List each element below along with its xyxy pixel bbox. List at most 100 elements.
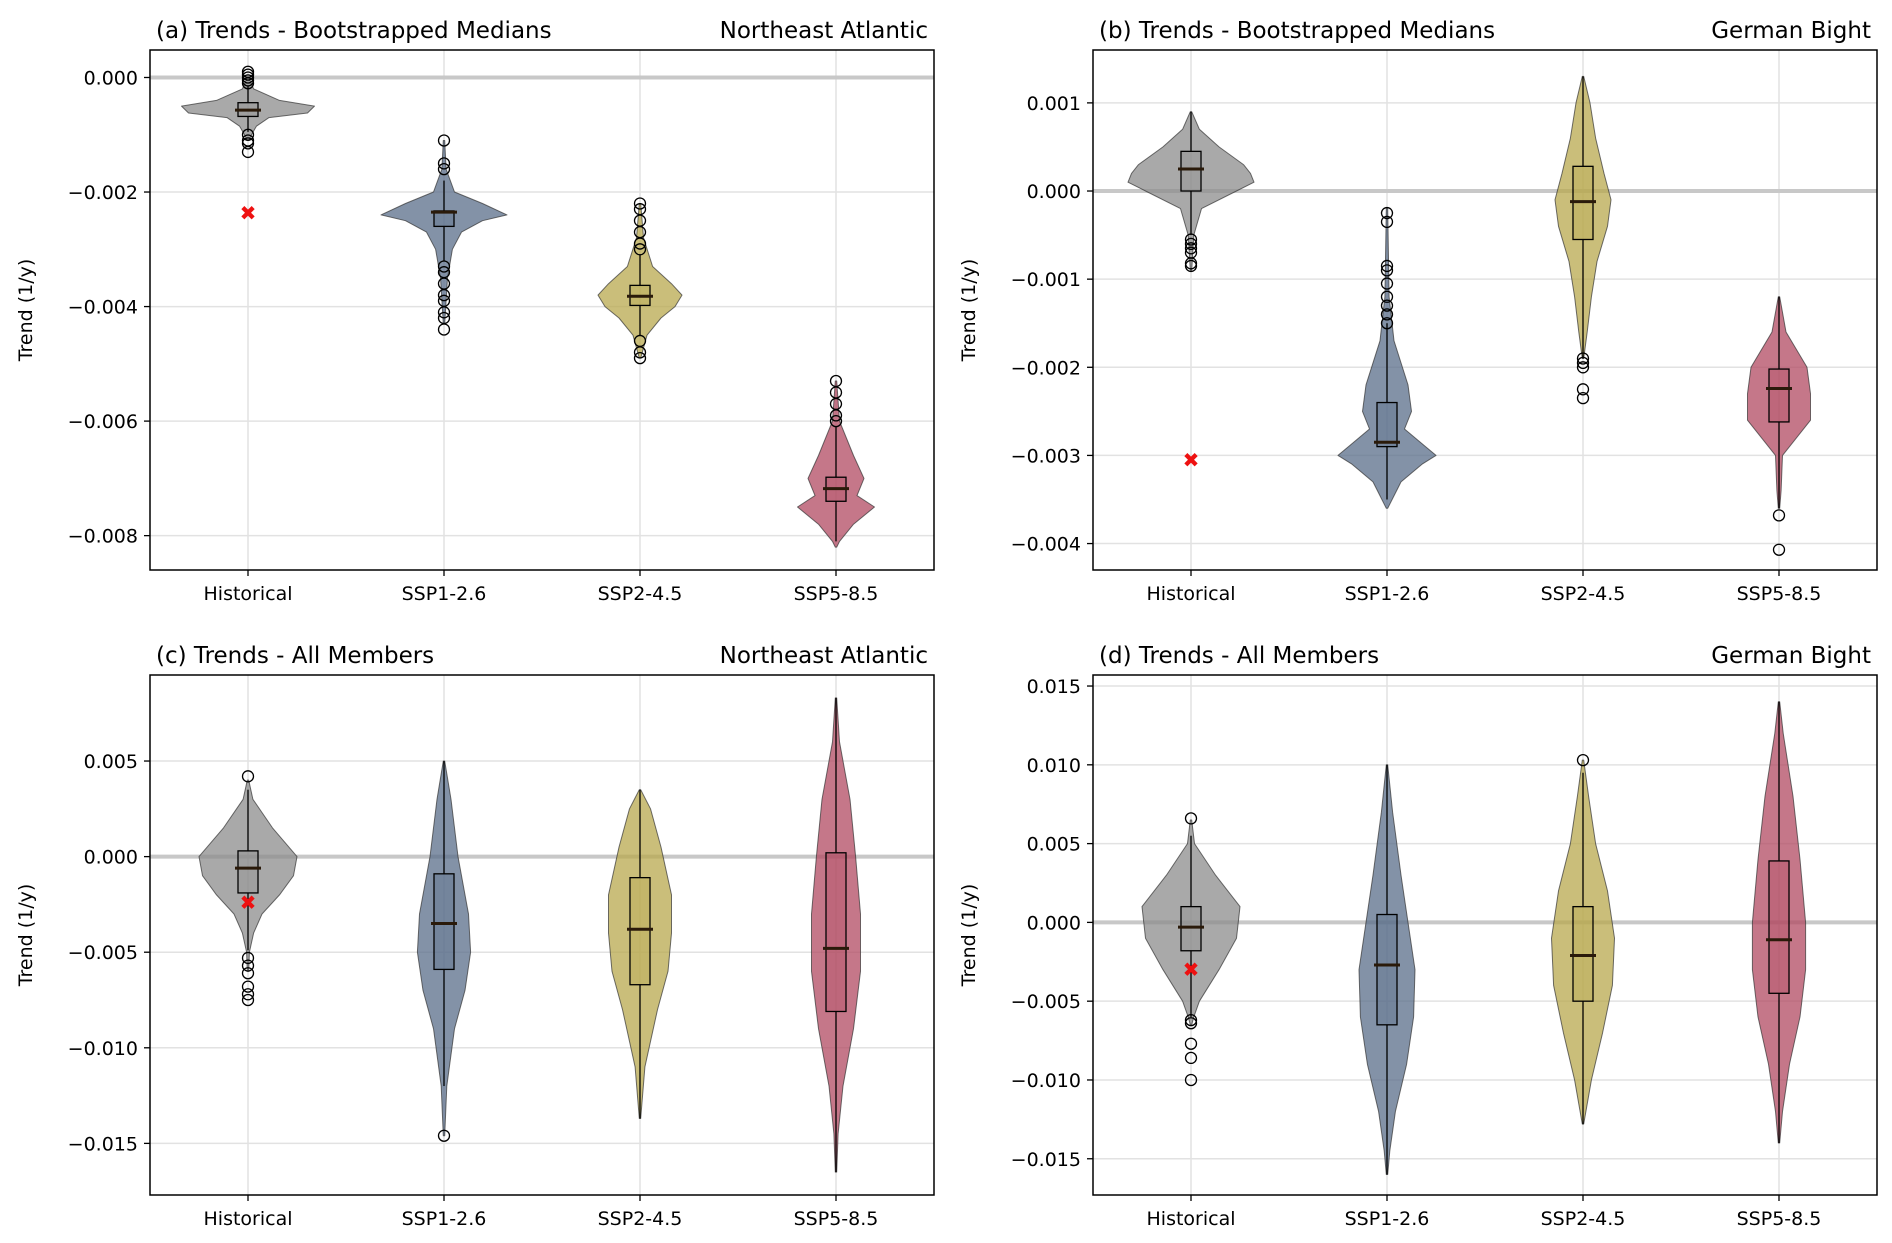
y-tick-label: −0.010 [1011, 1070, 1081, 1092]
panel-title-right: Northeast Atlantic [720, 18, 928, 44]
series-historical: ✖ [1127, 111, 1255, 472]
panel-title-left: (a) Trends - Bootstrapped Medians [156, 18, 552, 44]
y-tick-label: 0.005 [84, 751, 138, 773]
flier-point [1772, 543, 1786, 556]
flier-point [1576, 356, 1590, 370]
observed-marker: ✖ [240, 201, 257, 225]
series-ssp5-8.5 [797, 374, 875, 548]
x-tick-label-historical: Historical [204, 583, 293, 605]
y-tick-label: −0.015 [1011, 1149, 1081, 1171]
box-iqr [1768, 860, 1790, 994]
violin-body [1551, 759, 1615, 1125]
flier-point [1380, 290, 1394, 303]
flier-point [1380, 317, 1394, 330]
box-iqr [1180, 905, 1202, 952]
box-iqr [1376, 401, 1398, 448]
violin-body [1358, 764, 1416, 1175]
x-tick-label-ssp1-2.6: SSP1-2.6 [402, 583, 487, 605]
panel-title-left: (c) Trends - All Members [156, 643, 434, 669]
x-tick-label-ssp2-4.5: SSP2-4.5 [598, 583, 683, 605]
x-tick-label-ssp2-4.5: SSP2-4.5 [1541, 583, 1626, 605]
y-axis-label: Trend (1/y) [958, 884, 980, 988]
flier-point [241, 951, 255, 965]
flier-point [1184, 242, 1198, 255]
violin-body [811, 697, 861, 1173]
flier-point [241, 71, 255, 84]
flier-point [1184, 233, 1198, 246]
flier-point [241, 993, 255, 1007]
panel-c: ✖ 0.005 0.000 −0.005 −0.010 −0.015 (c) Trends… [15, 643, 935, 1230]
violin-body [1751, 701, 1807, 1144]
series-ssp2-4.5 [1554, 75, 1612, 405]
flier-point [633, 351, 647, 365]
y-tick-label: −0.010 [68, 1038, 138, 1060]
x-tick-label-ssp1-2.6: SSP1-2.6 [1345, 1208, 1430, 1230]
flier-point [241, 128, 255, 141]
panel-title-left: (b) Trends - Bootstrapped Medians [1099, 18, 1495, 44]
series-ssp1-2.6 [1337, 206, 1437, 509]
series-ssp1-2.6 [416, 760, 472, 1142]
x-tick-label-ssp5-8.5: SSP5-8.5 [794, 1208, 879, 1230]
flier-point [1184, 1037, 1198, 1050]
flier-point [437, 306, 451, 319]
panel-b: ✖ 0.001 0.000 −0.001 −0.002 −0.003 −0.004 (b) … [958, 18, 1878, 605]
flier-point [1380, 206, 1394, 220]
panel-title-right: German Bight [1711, 18, 1871, 44]
flier-point [633, 243, 647, 256]
box-iqr [1572, 905, 1594, 1002]
y-tick-label: −0.004 [68, 297, 138, 319]
flier-point [1380, 277, 1394, 290]
box-iqr [1768, 368, 1790, 423]
flier-point [1380, 308, 1394, 321]
series-ssp1-2.6 [1358, 764, 1416, 1175]
y-tick-label: 0.005 [1027, 834, 1081, 856]
x-tick-label-historical: Historical [1147, 1208, 1236, 1230]
flier-point [437, 260, 451, 273]
flier-point [241, 145, 255, 159]
y-tick-label: −0.003 [1011, 445, 1081, 467]
flier-point [241, 770, 255, 783]
flier-point [1380, 259, 1394, 273]
x-tick-label-ssp5-8.5: SSP5-8.5 [1737, 583, 1822, 605]
y-tick-label: −0.004 [1011, 534, 1081, 556]
series-historical: ✖ [181, 65, 315, 225]
flier-point [1184, 812, 1198, 825]
plot-area: ✖ 0.005 0.000 −0.005 −0.010 −0.015 [68, 674, 935, 1201]
flier-point [241, 137, 255, 150]
series-ssp2-4.5 [608, 789, 672, 1119]
flier-point [1184, 1051, 1198, 1065]
observed-marker: ✖ [1183, 958, 1200, 982]
flier-point [1576, 391, 1590, 405]
flier-point [241, 988, 255, 1001]
x-tick-label-ssp2-4.5: SSP2-4.5 [1541, 1208, 1626, 1230]
box-iqr [629, 876, 651, 986]
y-axis-label: Trend (1/y) [958, 259, 980, 363]
flier-point [241, 967, 255, 980]
flier-point [633, 237, 647, 250]
flier-point [1576, 361, 1590, 374]
flier-point [633, 346, 647, 359]
x-tick-label-ssp1-2.6: SSP1-2.6 [1345, 583, 1430, 605]
axes-frame [1092, 674, 1878, 1196]
axes-frame [149, 674, 935, 1196]
panel-a: ✖ 0.000 −0.002 −0.004 −0.006 −0.008 (a) Trend… [15, 18, 935, 605]
series-ssp5-8.5 [1747, 296, 1811, 556]
flier-point [437, 288, 451, 302]
flier-point [1184, 1017, 1198, 1030]
plot-area: ✖ 0.000 −0.002 −0.004 −0.006 −0.008 [68, 49, 935, 576]
flier-point [437, 1129, 451, 1142]
y-tick-label: 0.000 [84, 67, 138, 89]
x-tick-label-ssp2-4.5: SSP2-4.5 [598, 1208, 683, 1230]
plot-area: ✖ 0.015 0.010 0.005 0.000 −0.005 −0.010 −0.015 [1011, 674, 1878, 1201]
flier-point [1576, 352, 1590, 365]
y-tick-label: 0.000 [84, 847, 138, 869]
box-iqr [237, 850, 259, 894]
x-tick-label-historical: Historical [1147, 583, 1236, 605]
panel-title-right: German Bight [1711, 643, 1871, 669]
y-tick-label: 0.015 [1027, 676, 1081, 698]
flier-point [829, 409, 843, 422]
observed-marker: ✖ [240, 891, 257, 915]
series-ssp5-8.5 [1751, 701, 1807, 1144]
y-tick-label: −0.005 [1011, 991, 1081, 1013]
